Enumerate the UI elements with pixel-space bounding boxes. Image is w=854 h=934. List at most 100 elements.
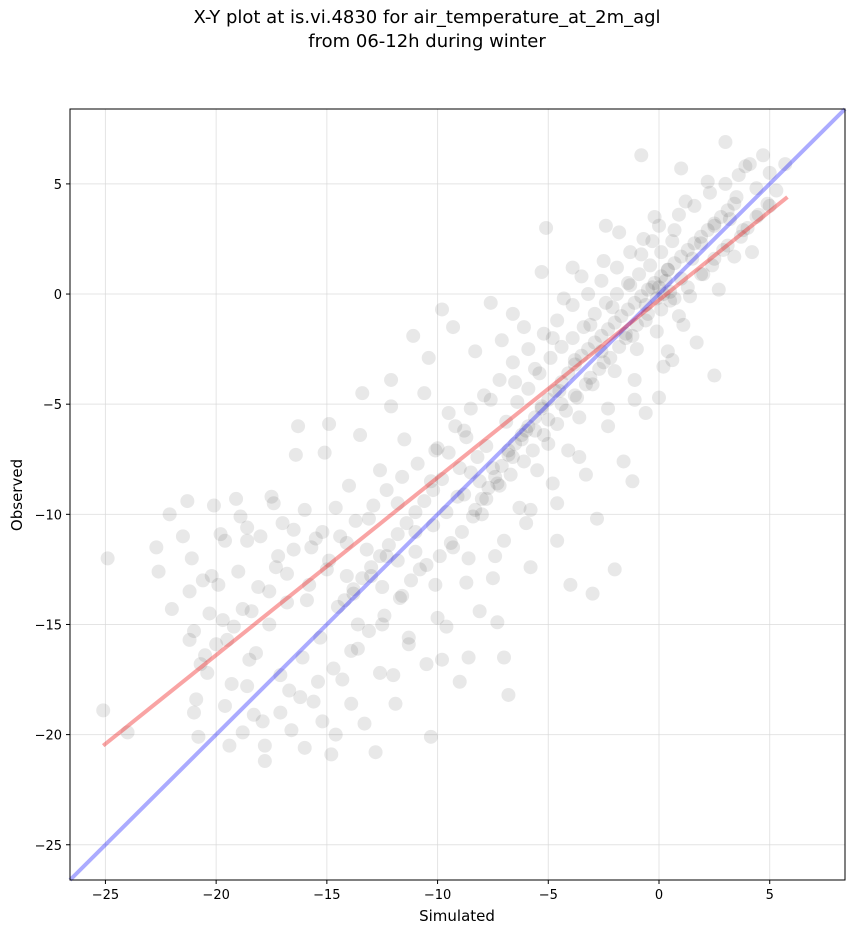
data-point <box>306 694 321 709</box>
x-tick-label: −10 <box>424 888 451 903</box>
data-point <box>505 450 520 465</box>
data-point <box>550 417 565 432</box>
data-point <box>220 632 235 647</box>
data-point <box>419 557 434 572</box>
data-point <box>501 447 516 462</box>
data-point <box>408 544 423 559</box>
data-point <box>213 527 228 542</box>
y-tick-label: −10 <box>35 508 62 523</box>
data-point <box>164 602 179 617</box>
data-point <box>273 668 288 683</box>
data-point <box>472 604 487 619</box>
data-point <box>519 423 534 438</box>
data-point <box>364 560 379 575</box>
data-point <box>423 474 438 489</box>
data-point <box>446 320 461 335</box>
data-point <box>760 196 775 211</box>
data-point <box>561 443 576 458</box>
data-point <box>528 423 542 438</box>
data-point <box>660 262 675 277</box>
data-point <box>623 245 638 260</box>
data-point <box>505 355 520 370</box>
data-point <box>532 366 547 381</box>
data-point <box>594 344 609 359</box>
data-point <box>204 569 219 584</box>
data-point <box>640 306 655 321</box>
data-point <box>756 148 771 163</box>
data-point <box>463 401 478 416</box>
data-point <box>667 291 682 306</box>
data-point <box>348 513 363 528</box>
data-point <box>222 738 237 753</box>
data-point <box>240 679 255 694</box>
data-point <box>100 551 115 566</box>
data-point <box>206 498 221 513</box>
data-point <box>536 428 551 443</box>
data-point <box>335 672 350 687</box>
data-point <box>426 483 441 498</box>
data-point <box>727 196 742 211</box>
data-point <box>448 419 463 434</box>
data-point <box>392 591 407 606</box>
data-point <box>401 630 416 645</box>
data-point <box>226 619 241 634</box>
data-point <box>233 509 248 524</box>
data-point <box>390 553 405 568</box>
data-point <box>497 533 511 548</box>
data-point <box>519 516 534 531</box>
data-point <box>355 386 370 401</box>
data-point <box>337 593 352 608</box>
data-point <box>685 251 700 266</box>
data-point <box>474 491 489 506</box>
data-point <box>466 509 480 524</box>
data-point <box>240 533 255 548</box>
data-point <box>694 236 709 251</box>
data-point <box>501 687 516 702</box>
data-point <box>202 606 217 621</box>
data-point <box>503 467 518 482</box>
data-point <box>189 692 204 707</box>
data-point <box>346 582 361 597</box>
data-point <box>716 242 731 257</box>
data-point <box>304 540 319 555</box>
data-point <box>483 392 498 407</box>
data-point <box>576 320 591 335</box>
data-point <box>295 650 310 665</box>
data-point <box>499 414 514 429</box>
data-point <box>187 624 201 639</box>
data-point <box>315 714 330 729</box>
data-point <box>581 287 596 302</box>
reference-lines <box>68 107 847 882</box>
data-point <box>408 524 423 539</box>
data-point <box>643 258 658 273</box>
data-point <box>634 247 649 262</box>
data-point <box>235 725 250 740</box>
data-point <box>539 220 554 235</box>
data-point <box>492 372 507 387</box>
data-point <box>488 549 503 564</box>
data-point <box>200 665 215 680</box>
data-point <box>674 249 689 264</box>
data-point <box>395 469 410 484</box>
data-point <box>373 463 387 478</box>
data-point <box>297 740 312 755</box>
data-point <box>585 586 600 601</box>
data-point <box>459 575 474 590</box>
data-point <box>311 674 325 689</box>
data-point <box>660 344 675 359</box>
data-point <box>658 273 673 288</box>
data-point <box>242 652 257 667</box>
data-point <box>718 135 733 150</box>
data-point <box>574 348 589 363</box>
data-point <box>738 159 753 174</box>
data-point <box>282 683 297 698</box>
data-point <box>379 483 394 498</box>
data-point <box>377 608 392 623</box>
data-point <box>195 573 210 588</box>
data-point <box>663 293 678 308</box>
data-point <box>541 392 556 407</box>
data-point <box>468 344 483 359</box>
data-point <box>594 273 609 288</box>
data-point <box>485 461 500 476</box>
data-point <box>355 571 370 586</box>
